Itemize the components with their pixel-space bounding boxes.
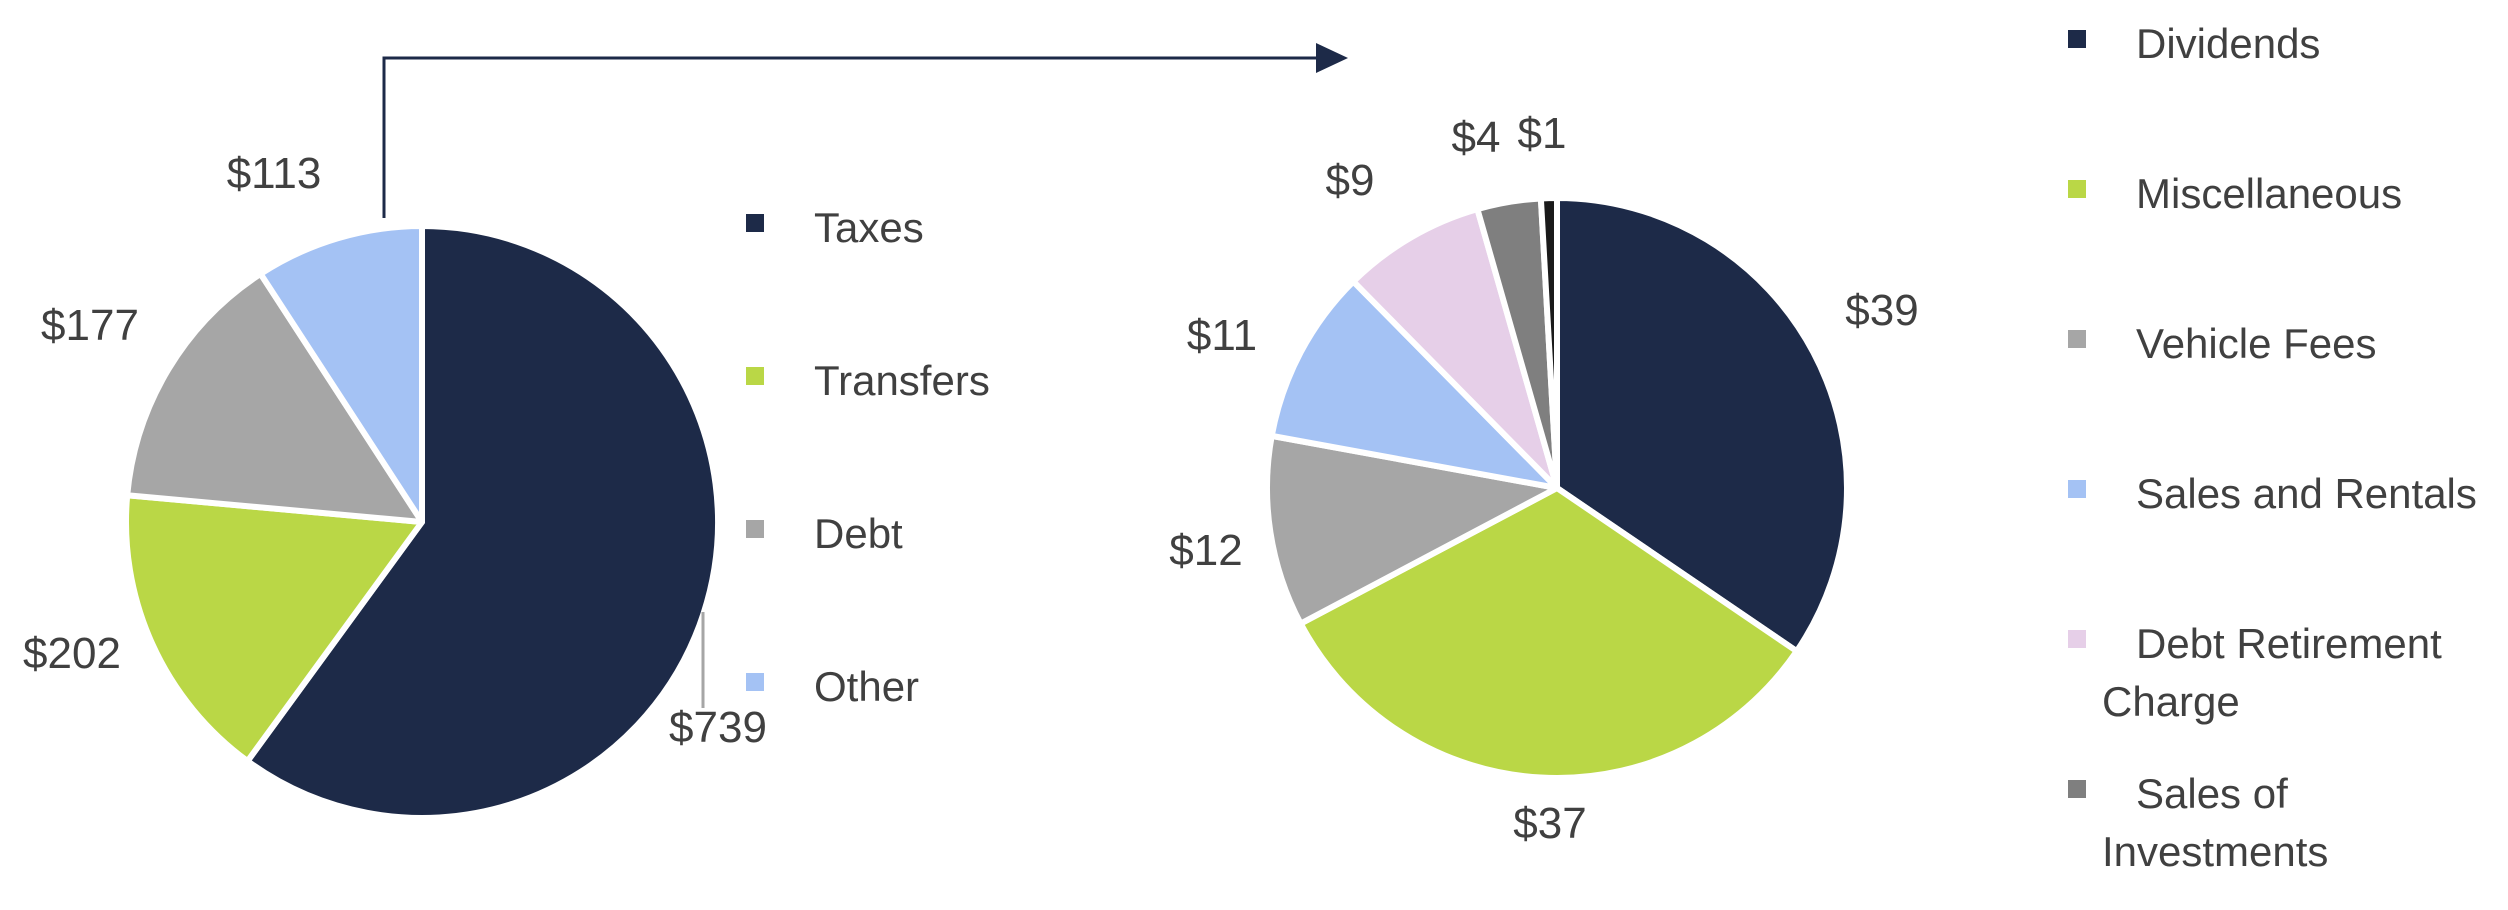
legend-swatch [2068, 480, 2086, 498]
other-revenue-breakdown-pie: $39 $37 $12 $11 $9 $4 $1 [1169, 109, 1918, 848]
legend-label: Vehicle Fees [2136, 320, 2376, 367]
legend-label: Taxes [814, 204, 924, 251]
pie-slice-sales-and-rentals [1268, 278, 1560, 491]
legend-swatch [2068, 180, 2086, 198]
data-label: $37 [1513, 799, 1586, 848]
data-label: $202 [23, 629, 121, 678]
data-label: $739 [669, 703, 767, 752]
revenue-sources-pie: $739 $202 $177 $113 [23, 149, 767, 821]
pie-slice-dividends [1554, 195, 1850, 655]
data-label: $11 [1187, 311, 1257, 360]
arrowhead-icon [1316, 43, 1348, 73]
pie-slice-other [257, 223, 425, 525]
legend-label: Debt Retirement [2136, 620, 2442, 667]
legend-label: Other [814, 663, 919, 710]
pie-slice-debt-retirement-charge [1350, 206, 1560, 491]
legend-label: Debt [814, 510, 903, 557]
data-label: $4 [1452, 113, 1501, 162]
data-label: $39 [1845, 286, 1918, 335]
pie-slice-vehicle-fees [1264, 432, 1560, 627]
pie-slice-unlabeled [1537, 195, 1560, 491]
legend-label: Sales and Rentals [2136, 470, 2477, 517]
legend-label: Transfers [814, 357, 990, 404]
data-label: $1 [1518, 109, 1567, 158]
data-label: $113 [227, 149, 322, 198]
connector-line [382, 56, 1318, 218]
other-revenue-breakdown-legend: Dividends Miscellaneous Vehicle Fees Sales … [2068, 20, 2477, 875]
legend-swatch [2068, 30, 2086, 48]
pie-to-pie-connector-arrow [382, 43, 1348, 218]
legend-swatch [2068, 630, 2086, 648]
legend-swatch [746, 214, 764, 232]
revenue-sources-legend: Taxes Transfers Debt Other [746, 204, 990, 710]
legend-label: Charge [2102, 678, 2240, 725]
legend-swatch [746, 520, 764, 538]
legend-swatch [746, 367, 764, 385]
data-label: $12 [1169, 526, 1242, 575]
legend-label: Miscellaneous [2136, 170, 2402, 217]
legend-label: Dividends [2136, 20, 2320, 67]
legend-swatch [746, 673, 764, 691]
pie-slice-debt [124, 270, 425, 525]
legend-label: Sales of [2136, 770, 2288, 817]
pie-slice-transfers [122, 492, 425, 765]
legend-swatch [2068, 780, 2086, 798]
legend-swatch [2068, 330, 2086, 348]
data-label: $9 [1326, 156, 1375, 205]
legend-label: Investments [2102, 828, 2328, 875]
data-label: $177 [41, 301, 139, 350]
